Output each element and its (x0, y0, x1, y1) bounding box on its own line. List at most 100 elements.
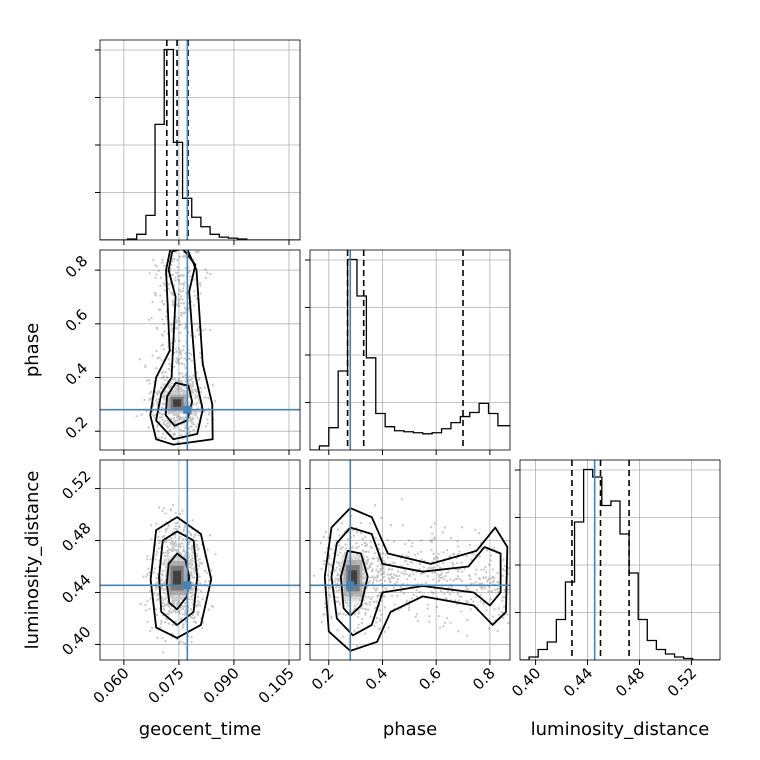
sample-point (440, 572, 443, 575)
sample-point (178, 362, 181, 365)
sample-point (361, 618, 364, 621)
sample-point (182, 530, 185, 533)
sample-point (174, 512, 177, 515)
sample-point (364, 608, 368, 611)
sample-point (163, 534, 166, 538)
sample-point (307, 557, 309, 559)
sample-point (169, 608, 172, 611)
sample-point (364, 613, 367, 616)
sample-point (402, 573, 405, 576)
sample-point (170, 549, 173, 553)
sample-point (176, 266, 179, 269)
sample-point (364, 601, 367, 605)
sample-point (488, 627, 491, 630)
sample-point (192, 402, 195, 406)
panel-frame (519, 459, 721, 661)
sample-point (174, 327, 177, 330)
sample-point (167, 523, 170, 526)
sample-point (167, 525, 170, 528)
sample-point (452, 579, 455, 582)
sample-point (162, 322, 166, 326)
x-tick-label: 0.4 (362, 664, 392, 694)
sample-point (439, 566, 442, 569)
sample-point (371, 575, 374, 578)
sample-point (382, 576, 385, 579)
sample-point (324, 606, 327, 609)
histogram-panel-geocent-time (95, 39, 301, 245)
sample-point (466, 619, 469, 622)
y-tick-label: 0.44 (58, 571, 94, 607)
sample-point (193, 572, 196, 575)
sample-point (177, 386, 180, 389)
sample-point (179, 379, 182, 382)
sample-point (373, 600, 376, 603)
sample-point (379, 573, 383, 576)
sample-point (173, 433, 177, 436)
sample-point (155, 582, 158, 585)
contour-level-2 (330, 526, 502, 637)
sample-point (183, 327, 186, 330)
sample-point (465, 600, 468, 603)
sample-point (183, 389, 186, 393)
sample-point (501, 599, 504, 602)
sample-point (180, 274, 183, 277)
sample-point (408, 606, 411, 609)
sample-point (323, 559, 326, 563)
sample-point (390, 576, 394, 579)
sample-point (374, 589, 377, 592)
sample-point (162, 403, 165, 406)
sample-point (319, 542, 322, 545)
sample-point (174, 379, 177, 382)
sample-point (359, 521, 362, 525)
sample-point (176, 521, 179, 524)
sample-point (173, 351, 176, 354)
sample-point (368, 601, 371, 604)
sample-point (474, 580, 478, 584)
sample-point (355, 546, 358, 549)
sample-point (173, 378, 176, 381)
sample-point (337, 579, 340, 582)
sample-point (193, 620, 196, 623)
sample-point (173, 527, 176, 530)
sample-point (480, 568, 483, 571)
sample-point (376, 570, 379, 574)
sample-point (343, 551, 346, 555)
sample-point (179, 331, 182, 334)
sample-point (171, 602, 174, 605)
sample-point (206, 548, 209, 551)
sample-point (159, 294, 162, 297)
sample-point (380, 582, 384, 585)
sample-point (210, 604, 213, 607)
sample-point (175, 319, 179, 322)
sample-point (166, 425, 169, 428)
y-tick-label: 0.6 (62, 305, 92, 335)
sample-point (202, 621, 205, 624)
sample-point (180, 433, 183, 437)
sample-point (161, 637, 164, 640)
sample-point (373, 557, 376, 560)
sample-point (378, 628, 381, 631)
sample-point (432, 552, 435, 556)
sample-point (379, 627, 382, 630)
sample-point (199, 292, 202, 295)
sample-point (156, 636, 159, 639)
sample-point (201, 597, 204, 600)
sample-point (155, 398, 158, 401)
sample-point (392, 576, 395, 580)
sample-point (439, 576, 443, 579)
sample-point (190, 567, 193, 570)
sample-point (163, 604, 166, 607)
sample-point (192, 569, 196, 572)
sample-point (179, 640, 182, 643)
sample-point (366, 585, 369, 588)
sample-point (386, 538, 389, 541)
sample-point (441, 576, 444, 579)
contour-level-3 (323, 507, 509, 652)
sample-point (446, 579, 449, 583)
sample-point (178, 610, 181, 613)
sample-point (154, 608, 158, 611)
sample-point (181, 416, 184, 419)
sample-point (199, 386, 202, 389)
sample-point (372, 586, 375, 590)
sample-point (458, 550, 461, 553)
